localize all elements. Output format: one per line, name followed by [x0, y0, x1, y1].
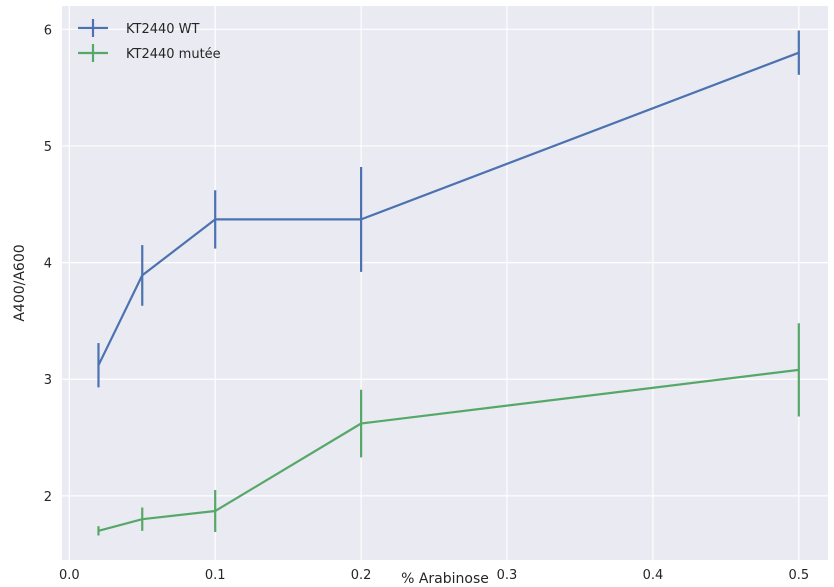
- legend-item: KT2440 mutée: [78, 44, 221, 62]
- series-1: [97, 30, 800, 388]
- legend: KT2440 WT KT2440 mutée: [78, 19, 221, 62]
- y-tick-labels: 2 3 4 5 6: [44, 23, 52, 505]
- x-tick-label: 0.3: [497, 568, 518, 583]
- x-tick-label: 0.1: [205, 568, 226, 583]
- x-axis-label: % Arabinose: [401, 571, 489, 587]
- y-tick-label: 2: [44, 490, 52, 505]
- x-tick-label: 0.0: [59, 568, 80, 583]
- y-tick-label: 6: [44, 23, 52, 38]
- x-tick-label: 0.4: [643, 568, 664, 583]
- series-layer: [97, 30, 800, 536]
- y-axis-label: A400/A600: [12, 244, 28, 321]
- legend-item: KT2440 WT: [78, 19, 200, 37]
- series-2: [97, 323, 800, 536]
- plot-area: [62, 6, 828, 560]
- x-tick-label: 0.2: [351, 568, 372, 583]
- y-tick-label: 5: [44, 140, 52, 155]
- x-tick-label: 0.5: [788, 568, 809, 583]
- legend-label: KT2440 mutée: [126, 47, 221, 62]
- y-tick-label: 3: [44, 373, 52, 388]
- grid: [62, 6, 828, 560]
- x-tick-labels: 0.0 0.1 0.2 0.3 0.4 0.5: [59, 568, 809, 583]
- legend-label: KT2440 WT: [126, 22, 200, 37]
- y-tick-label: 4: [44, 257, 52, 272]
